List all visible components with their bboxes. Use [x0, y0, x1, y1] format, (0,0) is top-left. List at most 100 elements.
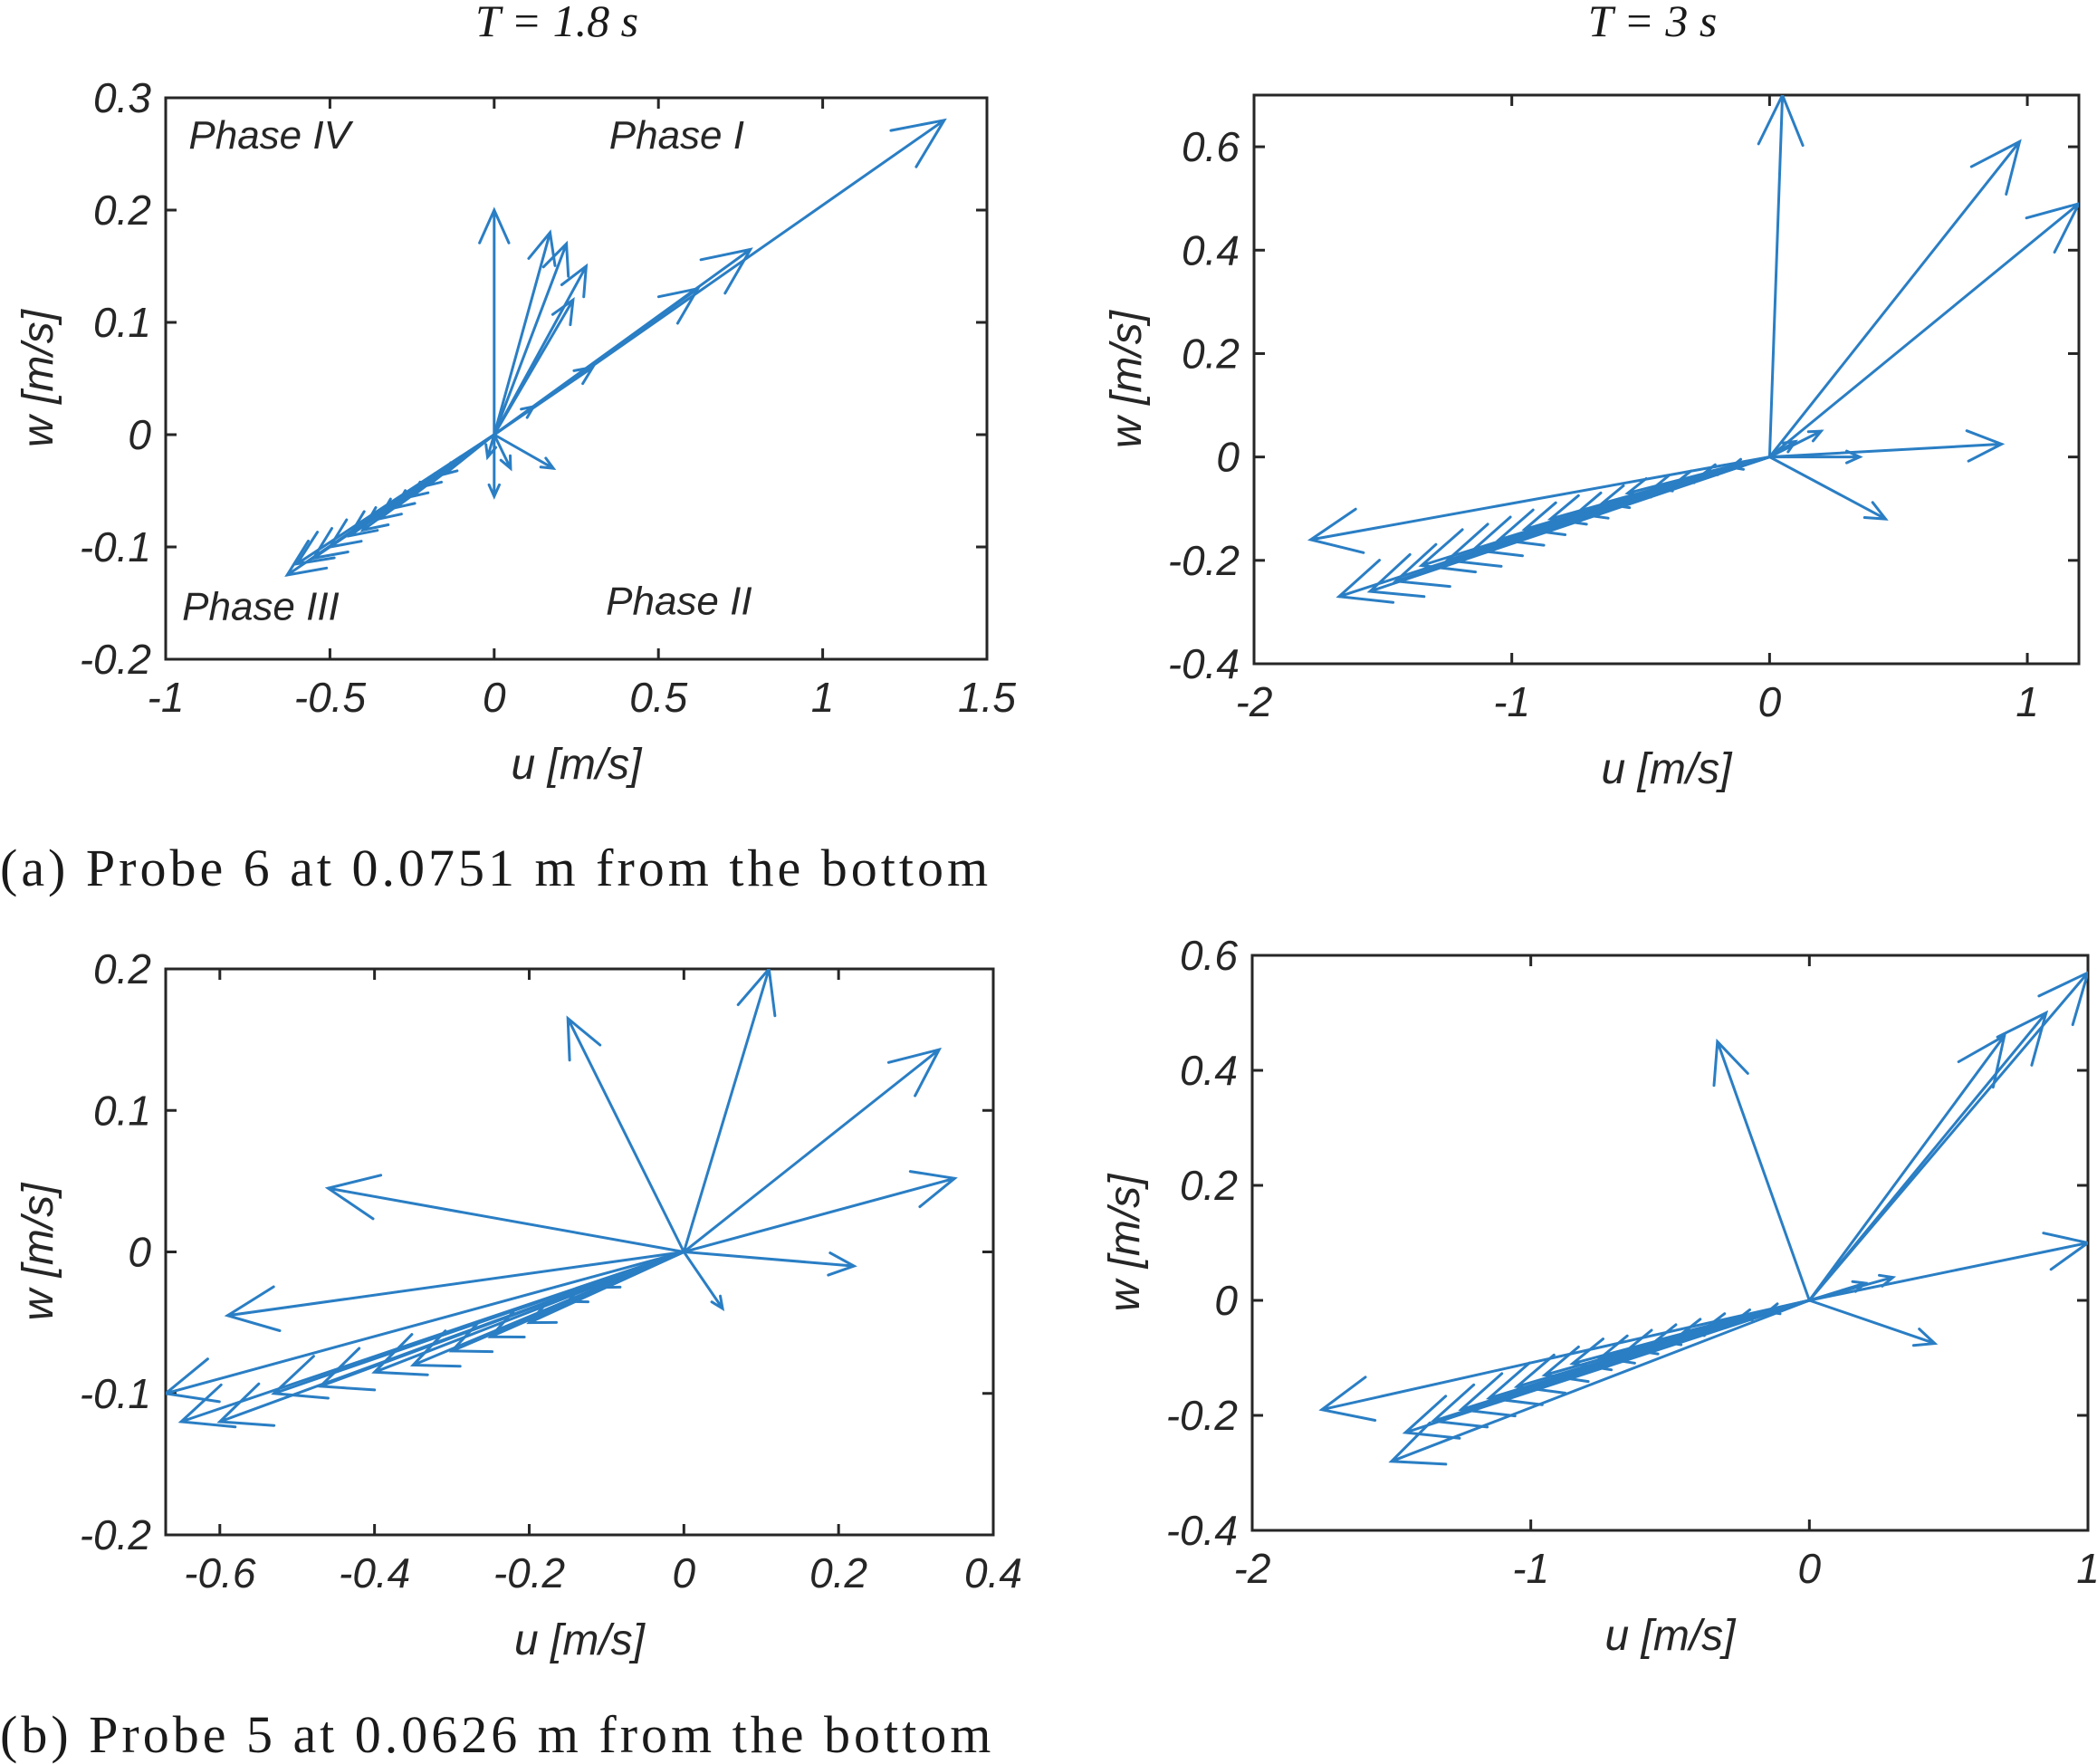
x-axis-label: u [m/s] [514, 1616, 646, 1664]
y-axis-label: w [m/s] [1101, 1173, 1149, 1312]
x-tick-label: -0.5 [294, 674, 367, 721]
velocity-vector [493, 240, 570, 436]
velocity-vector [682, 1170, 958, 1253]
axes-frame [164, 96, 989, 661]
vector-field [284, 118, 947, 578]
velocity-vector [682, 1047, 943, 1253]
x-tick-label: 0 [1798, 1545, 1822, 1592]
y-tick-label: 0 [1216, 434, 1240, 481]
x-tick-label: -0.6 [184, 1549, 256, 1596]
velocity-vector [603, 1251, 685, 1289]
x-tick-label: -0.2 [493, 1549, 565, 1596]
x-tick-label: -2 [1234, 1545, 1271, 1592]
y-tick-label: -0.1 [80, 1370, 151, 1417]
velocity-vector [478, 206, 511, 436]
x-tick-label: -2 [1236, 678, 1273, 725]
velocity-vector [224, 1251, 685, 1332]
caption-a: (a) Probe 6 at 0.0751 m from the bottom [0, 839, 991, 897]
velocity-vector [1764, 1299, 1811, 1316]
axes-frame [1252, 93, 2081, 666]
y-tick-label: -0.2 [1166, 1392, 1238, 1439]
x-tick-label: 0 [483, 674, 506, 721]
y-tick-label: 0.6 [1180, 932, 1238, 979]
x-tick-label: 0 [673, 1549, 696, 1596]
y-tick-label: 0.4 [1180, 1047, 1238, 1094]
x-tick-label: -1 [1493, 678, 1530, 725]
velocity-vector [566, 1015, 685, 1253]
velocity-vector [1767, 439, 1798, 459]
velocity-vector [1393, 455, 1771, 589]
phase-annotation: Phase III [182, 585, 340, 629]
velocity-vector [1712, 1038, 1811, 1302]
x-axis-label: u [m/s] [511, 741, 643, 789]
velocity-vector [1388, 1299, 1811, 1466]
x-tick-label: 0.4 [964, 1549, 1022, 1596]
y-tick-label: 0.4 [1182, 226, 1240, 273]
phase-annotation: Phase IV [188, 113, 353, 158]
y-tick-label: -0.2 [80, 636, 151, 683]
y-tick-label: -0.2 [1168, 537, 1240, 584]
velocity-vector [1767, 139, 2022, 459]
velocity-vector [1767, 455, 1889, 521]
phase-annotation: Phase I [609, 113, 744, 158]
velocity-vector [1728, 455, 1771, 471]
y-tick-label: 0.3 [93, 74, 151, 121]
velocity-vector [1807, 1299, 1939, 1347]
chart-panel-b-T18: -0.6 -0.4 -0.2 0 0.2 0.4 -0.2 -0.1 0 0.1 0.2 u [m/s… [14, 945, 1022, 1664]
y-tick-label: 0.2 [1180, 1162, 1238, 1209]
velocity-vector [442, 433, 496, 476]
velocity-vector [493, 433, 512, 472]
y-tick-label: 0.2 [93, 187, 151, 234]
velocity-vector [1767, 429, 2006, 463]
y-tick-label: 0 [128, 411, 151, 458]
column-title-2: T = 3 s [1588, 0, 1718, 46]
y-tick-label: 0.2 [1182, 330, 1240, 377]
y-tick-label: 0.1 [93, 299, 151, 346]
velocity-vector [493, 433, 557, 471]
y-tick-label: -0.4 [1166, 1507, 1238, 1554]
chart-panel-a-T3: -2 -1 0 1 -0.4 -0.2 0 0.2 0.4 0.6 u [m/s] w [m/s] [1103, 93, 2081, 793]
x-tick-label: 1 [811, 674, 835, 721]
velocity-vector [682, 1251, 857, 1277]
y-tick-label: 0.6 [1182, 123, 1240, 170]
y-tick-label: -0.1 [80, 523, 151, 570]
velocity-vector [484, 433, 498, 461]
x-axis-label: u [m/s] [1601, 745, 1733, 793]
x-tick-label: 0 [1758, 678, 1782, 725]
y-axis-label: w [m/s] [14, 308, 62, 447]
x-tick-label: 0.2 [809, 1549, 867, 1596]
velocity-vector [166, 1251, 685, 1404]
velocity-vector [324, 1174, 685, 1253]
velocity-vector [487, 433, 501, 500]
velocity-vector [493, 229, 557, 436]
x-tick-label: -1 [1512, 1545, 1549, 1592]
x-tick-label: 0.5 [629, 674, 687, 721]
velocity-vector [1767, 202, 2079, 459]
x-tick-label: 1 [2016, 678, 2039, 725]
velocity-vector [1757, 95, 1805, 459]
y-axis-label: w [m/s] [14, 1182, 62, 1321]
axes-frame [164, 967, 995, 1537]
velocity-vector [1807, 1280, 1869, 1302]
x-tick-label: -1 [148, 674, 185, 721]
caption-b: (b) Probe 5 at 0.0626 m from the bottom [0, 1705, 994, 1764]
velocity-vector [682, 1251, 725, 1312]
y-tick-label: 0 [128, 1229, 151, 1276]
velocity-vector [682, 969, 777, 1253]
vector-field [1307, 95, 2079, 604]
velocity-vector [1767, 449, 1863, 465]
x-tick-label: -0.4 [339, 1549, 410, 1596]
x-tick-label: 1.5 [958, 674, 1016, 721]
y-tick-label: 0.1 [93, 1087, 151, 1134]
vector-field [1318, 971, 2088, 1466]
y-tick-label: -0.4 [1168, 640, 1240, 687]
x-axis-label: u [m/s] [1604, 1612, 1737, 1660]
y-axis-label: w [m/s] [1103, 309, 1151, 448]
velocity-vector [1807, 1010, 2049, 1302]
y-tick-label: 0 [1214, 1277, 1238, 1324]
velocity-vector [1307, 455, 1771, 554]
velocity-vector [1807, 1032, 2006, 1302]
column-title-1: T = 1.8 s [475, 0, 638, 46]
axes-frame [1250, 954, 2090, 1532]
